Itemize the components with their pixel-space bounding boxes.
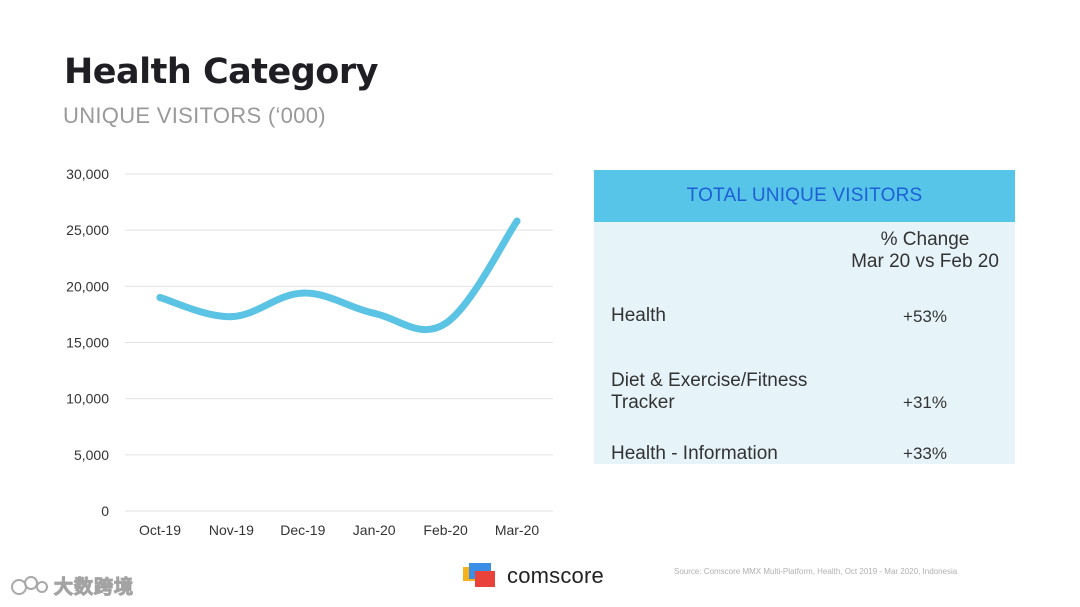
watermark-logo-icon (11, 575, 48, 595)
y-tick-label: 30,000 (66, 166, 109, 182)
data-point (370, 309, 378, 317)
series-line (156, 217, 521, 334)
row-value-health-information: +33% (903, 444, 947, 463)
x-tick-label: Jan-20 (353, 522, 396, 538)
brand-name: comscore (507, 563, 604, 588)
column-header-line2: Mar 20 vs Feb 20 (851, 251, 999, 272)
x-tick-label: Dec-19 (280, 522, 325, 538)
y-tick-label: 0 (101, 503, 109, 519)
watermark: 大数跨境 (10, 572, 134, 599)
row-label-line1: Health (611, 305, 666, 326)
x-tick-label: Feb-20 (423, 522, 468, 538)
data-point (227, 313, 235, 321)
data-point (299, 289, 307, 297)
row-label-line2: Tracker (611, 392, 675, 413)
x-tick-label: Mar-20 (495, 522, 540, 538)
source-note: Source: Comscore MMX Multi-Platform, Hea… (674, 567, 958, 576)
x-tick-label: Nov-19 (209, 522, 254, 538)
row-label-health: Health (611, 305, 666, 327)
table-header-label: TOTAL UNIQUE VISITORS (686, 185, 923, 206)
chart-x-axis: Oct-19 Nov-19 Dec-19 Jan-20 Feb-20 Mar-20 (139, 522, 539, 538)
row-label-diet-exercise: Diet & Exercise/Fitness Tracker (611, 370, 807, 414)
chart-series (156, 217, 521, 334)
row-value-diet-exercise: +31% (903, 393, 947, 412)
page-subtitle: UNIQUE VISITORS (‘000) (63, 103, 326, 128)
y-tick-label: 25,000 (66, 222, 109, 238)
row-value-health: +53% (903, 307, 947, 326)
y-tick-label: 15,000 (66, 335, 109, 351)
column-header: % Change Mar 20 vs Feb 20 (830, 229, 1020, 273)
y-tick-label: 10,000 (66, 391, 109, 407)
data-point (442, 319, 450, 327)
row-label-line1: Health - Information (611, 443, 778, 464)
x-tick-label: Oct-19 (139, 522, 181, 538)
visitors-table: TOTAL UNIQUE VISITORS % Change Mar 20 vs… (594, 170, 1015, 464)
chart-gridlines (125, 173, 553, 512)
table-header: TOTAL UNIQUE VISITORS (594, 170, 1015, 222)
y-tick-label: 5,000 (74, 447, 109, 463)
page-title: Health Category (64, 52, 378, 92)
comscore-mark-icon (463, 563, 495, 587)
comscore-logo: comscore (463, 563, 604, 589)
data-point (156, 294, 164, 302)
data-point (513, 217, 521, 225)
row-label-line1: Diet & Exercise/Fitness (611, 370, 808, 391)
y-tick-label: 20,000 (66, 278, 109, 294)
chart-y-axis: 0 5,000 10,000 15,000 20,000 25,000 30,000 (66, 166, 109, 519)
row-label-health-information: Health - Information (611, 443, 778, 465)
watermark-text: 大数跨境 (53, 577, 135, 599)
column-header-line1: % Change (880, 229, 970, 250)
